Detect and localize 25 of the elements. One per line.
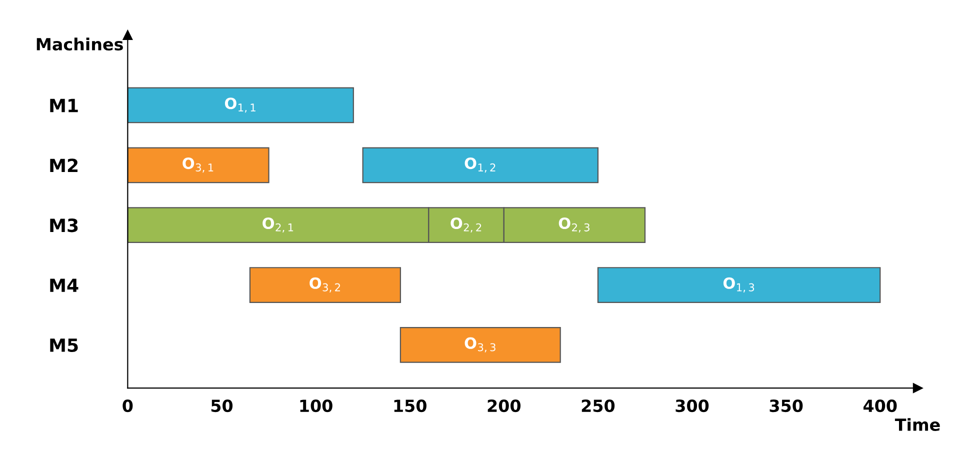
y-tick-label: M2 — [50, 158, 78, 172]
annotation: O$_{2,2}$ — [450, 217, 482, 233]
x-tick-label: 0 — [122, 399, 133, 412]
annotation: O$_{1,1}$ — [224, 98, 256, 113]
x-tick-label: 400 — [863, 399, 897, 412]
x-axis-title: Time — [894, 418, 940, 431]
annotation: O$_{1,2}$ — [464, 158, 496, 173]
annotation: O$_{3,1}$ — [182, 158, 214, 173]
x-tick-label: 350 — [770, 399, 803, 412]
x-tick-label: 150 — [394, 399, 426, 412]
annotation: O$_{2,1}$ — [262, 217, 294, 233]
y-tick-label: M1 — [50, 98, 78, 112]
x-tick-label: 200 — [488, 399, 521, 412]
annotation: O$_{1,3}$ — [723, 277, 754, 292]
y-axis-title: Machines — [36, 38, 123, 51]
annotation: O$_{2,3}$ — [558, 217, 590, 233]
y-tick-label: M4 — [50, 278, 78, 292]
x-tick-label: 300 — [676, 399, 709, 412]
x-tick-label: 250 — [582, 399, 615, 412]
x-tick-label: 50 — [211, 399, 233, 412]
y-tick-label: M3 — [50, 218, 78, 232]
annotation: O$_{3,3}$ — [464, 337, 496, 352]
annotation: O$_{3,2}$ — [310, 277, 340, 292]
x-tick-label: 100 — [300, 399, 332, 412]
y-tick-label: M5 — [50, 338, 78, 352]
